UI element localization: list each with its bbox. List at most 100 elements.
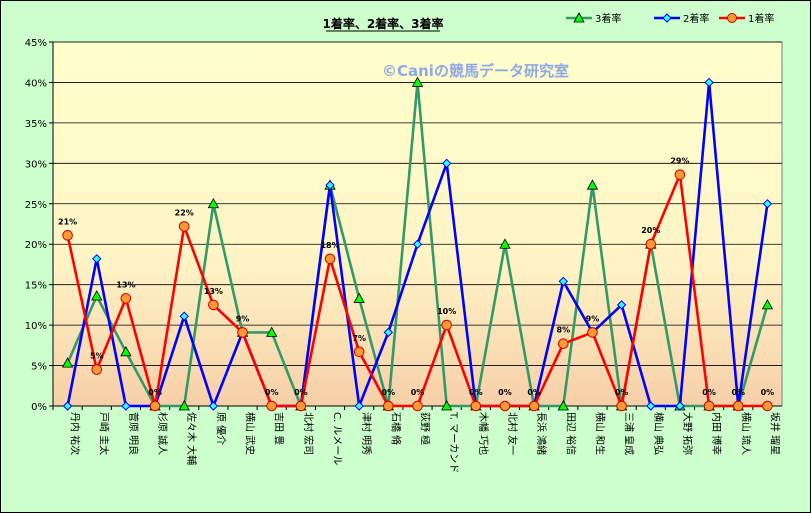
data-point-3rd [266, 326, 278, 337]
data-point-1st [208, 299, 219, 311]
data-point-1st [62, 230, 73, 241]
data-label: 0% [294, 388, 308, 397]
data-point-1st [703, 400, 715, 412]
x-tick-label: C. ルメール [331, 412, 342, 465]
data-label: 13% [116, 280, 135, 289]
data-point-2nd [383, 327, 394, 338]
data-point-1st [762, 400, 773, 412]
legend-label: 1着率 [748, 12, 774, 25]
data-point-2nd [616, 300, 627, 310]
data-label: 22% [175, 208, 194, 217]
data-label: 0% [527, 388, 541, 397]
data-label: 7% [352, 334, 366, 343]
data-point-1st [674, 169, 686, 180]
x-tick-label: 木幡 巧也 [477, 412, 490, 455]
data-point-1st [470, 400, 482, 412]
data-point-3rd [120, 345, 132, 357]
data-point-2nd [121, 401, 131, 411]
data-label: 5% [90, 352, 104, 361]
data-point-1st [295, 400, 307, 412]
x-tick-label: 佐々木 大輔 [185, 412, 198, 465]
x-tick-label: 三浦 皇成 [623, 412, 636, 455]
data-label: 0% [265, 388, 279, 397]
data-point-1st [499, 400, 511, 412]
data-point-2nd [762, 199, 773, 209]
data-point-2nd [179, 311, 189, 321]
x-tick-label: 津村 明秀 [360, 412, 373, 455]
x-tick-label: 荻野 極 [419, 412, 432, 445]
x-tick-label: 内田 博幸 [710, 412, 723, 455]
data-point-2nd [704, 77, 714, 88]
data-point-3rd [557, 400, 569, 411]
data-point-1st [120, 293, 132, 304]
x-tick-label: 北村 友一 [506, 412, 519, 455]
data-point-2nd [354, 401, 364, 411]
data-point-1st [732, 400, 744, 412]
data-point-1st [558, 338, 569, 350]
data-label: 21% [58, 217, 77, 226]
x-tick-label: 横山 典弘 [652, 412, 665, 455]
data-point-3rd [411, 76, 424, 87]
chart-title: 1着率、2着率、3着率 [322, 16, 443, 31]
data-point-2nd [325, 180, 335, 190]
x-tick-label: 原 優介 [214, 412, 227, 445]
x-tick-label: 菅原 明良 [127, 412, 140, 455]
legend-marker [573, 12, 585, 23]
legend-label: 3着率 [595, 12, 621, 25]
x-tick-label: 石橋 脩 [389, 412, 402, 445]
data-label: 0% [731, 388, 745, 397]
data-label: 18% [320, 241, 339, 250]
x-tick-label: 吉田 豊 [273, 412, 286, 445]
data-point-3rd [178, 400, 190, 411]
y-tick-label: 10% [25, 321, 47, 332]
data-point-1st [149, 400, 161, 412]
data-point-3rd [207, 197, 220, 209]
data-point-3rd [499, 238, 511, 249]
data-point-2nd [62, 401, 73, 411]
x-tick-label: 杉原 誠人 [156, 412, 169, 455]
data-point-2nd [412, 239, 423, 249]
y-tick-label: 30% [25, 159, 47, 170]
data-point-1st [645, 238, 657, 250]
data-point-1st [412, 400, 423, 412]
legend-marker [727, 13, 737, 23]
x-tick-label: T. マーカンド [448, 411, 460, 473]
data-point-2nd [558, 276, 569, 287]
x-tick-label: 戸崎 圭太 [98, 412, 111, 455]
y-tick-label: 40% [25, 78, 47, 89]
data-point-2nd [92, 254, 102, 264]
y-tick-label: 20% [25, 240, 47, 251]
data-point-1st [587, 327, 598, 338]
data-label: 9% [586, 314, 600, 323]
data-label: 0% [148, 388, 162, 397]
data-label: 13% [204, 287, 223, 296]
y-tick-label: 0% [31, 402, 47, 413]
data-label: 0% [382, 388, 396, 397]
data-point-3rd [91, 290, 103, 301]
data-point-3rd [61, 357, 74, 368]
data-point-2nd [441, 158, 452, 169]
data-point-1st [528, 400, 540, 412]
data-label: 8% [557, 326, 571, 335]
y-tick-label: 45% [25, 38, 47, 49]
data-point-1st [91, 364, 103, 375]
data-label: 0% [761, 388, 775, 397]
y-tick-label: 35% [25, 119, 47, 130]
data-point-1st [178, 221, 190, 232]
data-label: 0% [411, 388, 425, 397]
data-label: 20% [641, 226, 660, 235]
x-tick-label: 丹内 祐次 [69, 412, 82, 455]
x-tick-label: 横山 和生 [593, 412, 606, 455]
data-point-3rd [761, 299, 774, 310]
data-point-1st [616, 400, 627, 412]
data-label: 29% [670, 157, 689, 166]
watermark-text: ©Caniの競馬データ研究室 [382, 62, 569, 80]
data-point-2nd [675, 401, 685, 411]
data-label: 0% [498, 388, 512, 397]
x-tick-label: 横山 武史 [244, 412, 257, 455]
legend-marker [662, 13, 672, 23]
x-tick-label: 横山 琉人 [739, 412, 752, 455]
y-tick-label: 5% [31, 362, 47, 373]
data-label: 10% [437, 307, 456, 316]
